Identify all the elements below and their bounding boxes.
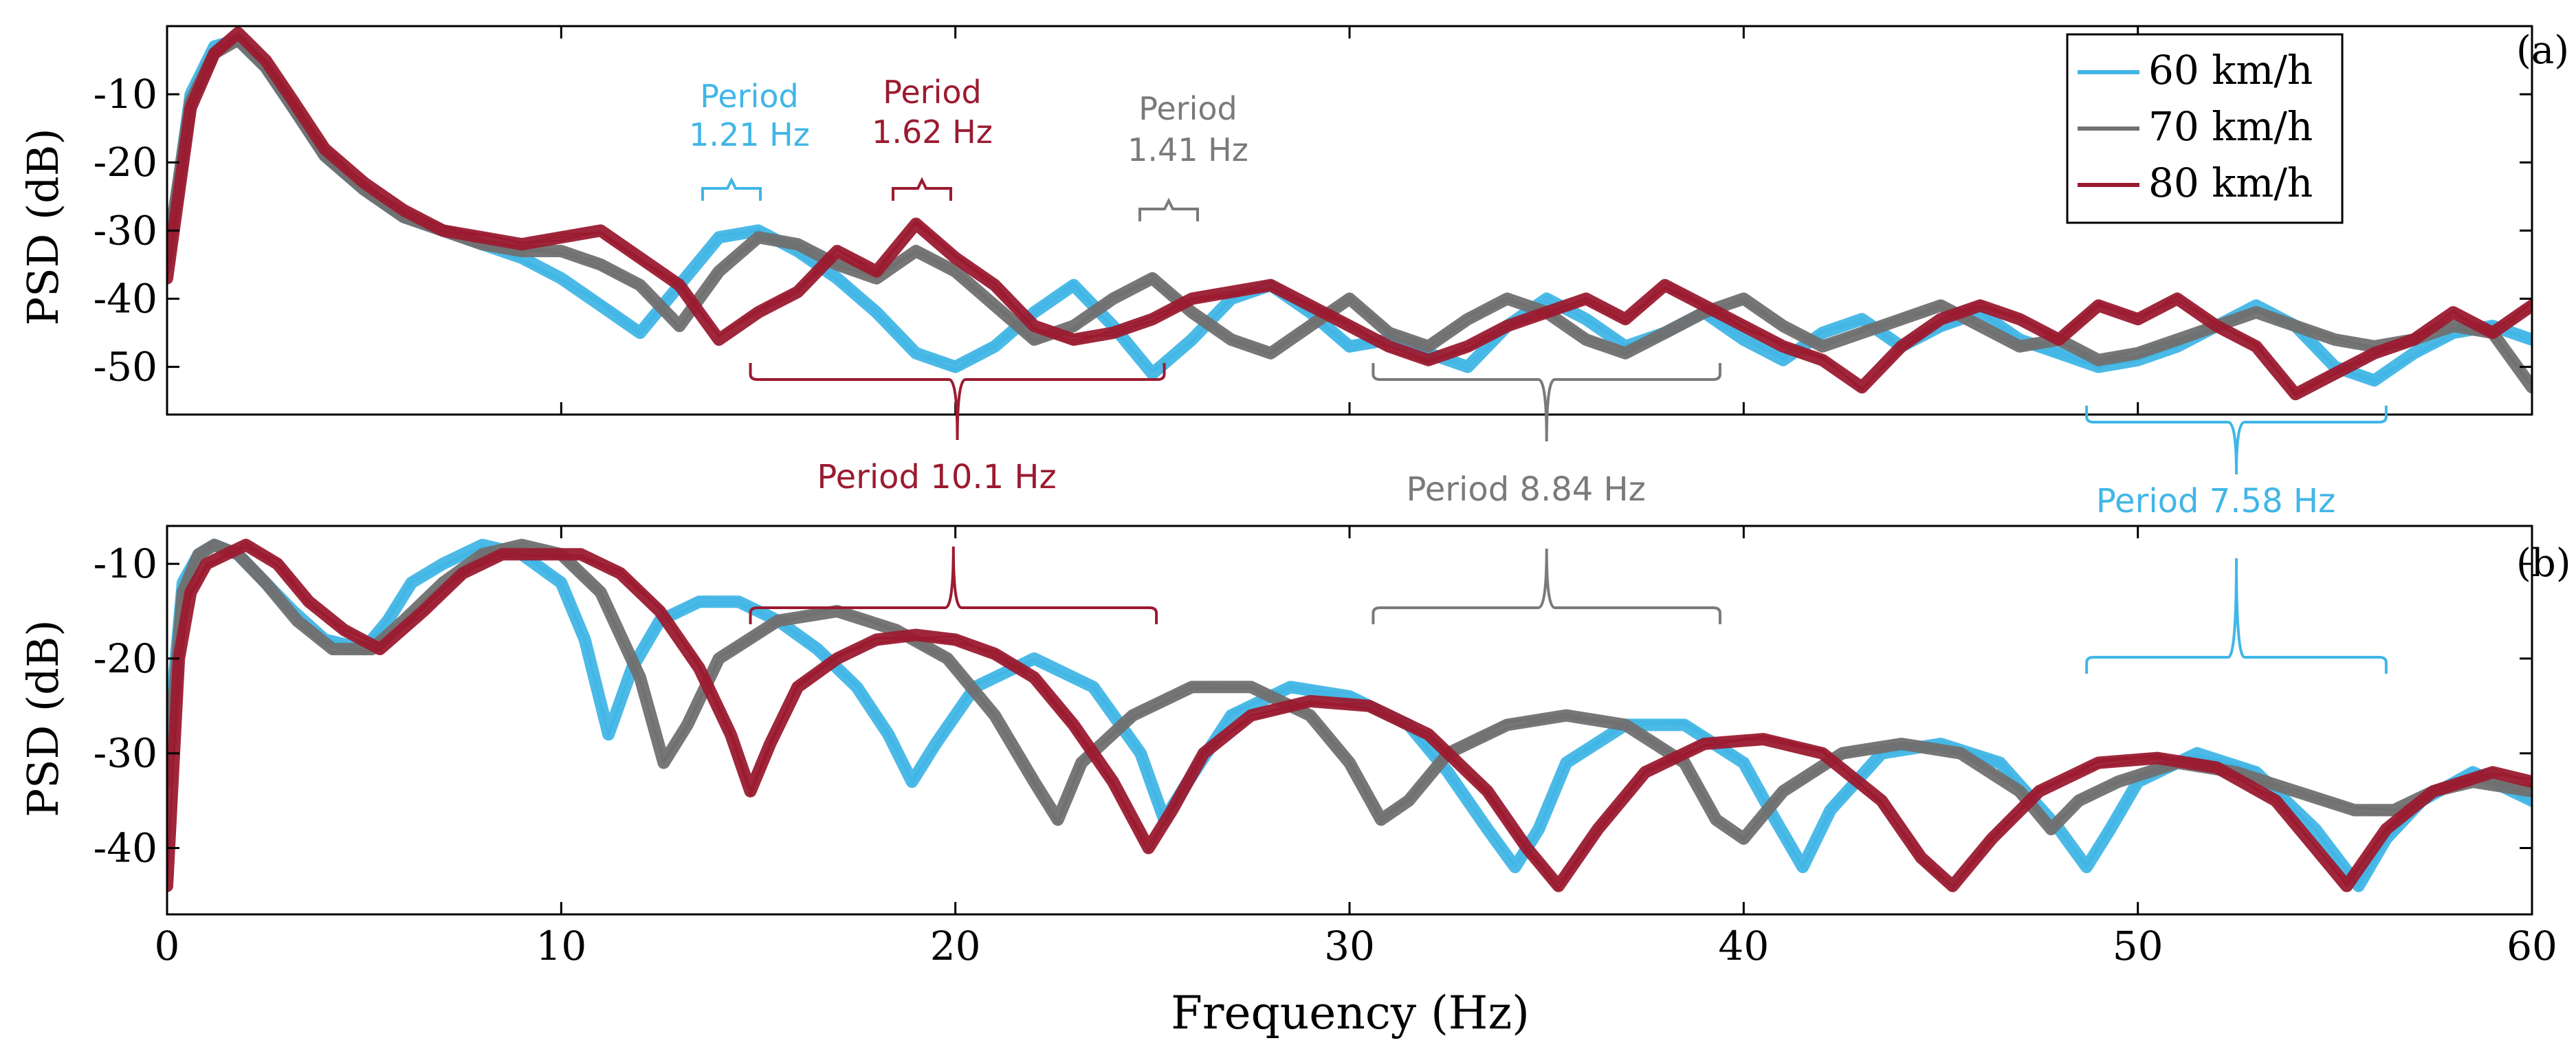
y-tick-label: -10 xyxy=(93,71,157,118)
panel-b: -10 -20 -30 -40 0 10 20 30 40 50 60 xyxy=(93,525,2557,969)
envelope-label-s60-value: 7.58 Hz xyxy=(2210,482,2335,520)
series-s60 xyxy=(167,538,2532,892)
series-trace-s60 xyxy=(167,540,2532,890)
series-group xyxy=(167,538,2532,892)
series-trace-s80 xyxy=(167,547,2532,890)
y-tick-label: -40 xyxy=(93,825,157,872)
y-tick-label: -30 xyxy=(93,207,157,254)
fine-period-bracket-s80 xyxy=(892,177,952,201)
panel-a: -10 -20 -30 -40 -50 xyxy=(93,25,2533,416)
envelope-brace-b-s80 xyxy=(749,546,1158,624)
y-tick-label: -20 xyxy=(93,635,157,682)
x-tick-label: 50 xyxy=(2113,923,2164,969)
x-tick-label: 30 xyxy=(1324,923,1375,969)
series-trace-s80 xyxy=(167,546,2532,890)
series-trace-s70 xyxy=(167,540,2532,840)
panel-b-label: (b) xyxy=(2516,541,2571,586)
series-trace-s70 xyxy=(167,545,2532,842)
envelope-label-s80-value: 10.1 Hz xyxy=(930,458,1056,496)
series-s80 xyxy=(167,26,2532,401)
envelope-label-s70-title: Period xyxy=(1406,470,1519,509)
legend-label-60: 60 km/h xyxy=(2148,47,2313,94)
x-tick-label: 60 xyxy=(2507,923,2557,969)
series-s80 xyxy=(167,538,2532,892)
panel-a-label: (a) xyxy=(2516,28,2569,73)
envelope-brace-b-s70 xyxy=(1372,548,1721,624)
fine-period-label-s80-value: 1.62 Hz xyxy=(872,113,993,151)
panel-b-ylabel: PSD (dB) xyxy=(18,619,68,817)
envelope-label-s80-title: Period xyxy=(817,458,930,496)
fine-period-label-s70-value: 1.41 Hz xyxy=(1127,131,1248,168)
fine-period-label-s60-title: Period xyxy=(700,78,798,115)
envelope-label-s60: Period 7.58 Hz xyxy=(2096,482,2335,520)
y-tick-label: -50 xyxy=(93,344,157,390)
series-trace-s80 xyxy=(167,540,2532,890)
series-group xyxy=(167,26,2532,401)
legend-label-80: 80 km/h xyxy=(2148,160,2313,206)
fine-period-bracket-s60 xyxy=(701,177,762,201)
x-axis-label: Frequency (Hz) xyxy=(1171,987,1530,1040)
envelope-label-s70-value: 8.84 Hz xyxy=(1519,470,1645,509)
y-tick-label: -20 xyxy=(93,139,157,186)
series-trace-s60 xyxy=(167,545,2532,888)
y-tick-label: -30 xyxy=(93,730,157,777)
series-trace-s80 xyxy=(167,36,2532,396)
series-trace-s80 xyxy=(167,543,2532,890)
envelope-label-s80: Period 10.1 Hz xyxy=(817,458,1056,496)
plot-frame xyxy=(166,525,2533,916)
series-s70 xyxy=(167,33,2532,394)
envelope-brace-a-s70 xyxy=(1372,363,1721,442)
series-trace-s80 xyxy=(167,35,2532,397)
envelope-brace-b-s60 xyxy=(2085,558,2388,674)
series-trace-s70 xyxy=(167,540,2532,839)
envelope-brace-a-s80 xyxy=(749,363,1166,441)
fine-period-label-s60-value: 1.21 Hz xyxy=(689,116,810,153)
series-band-s80 xyxy=(167,538,2532,892)
x-tick-label: 40 xyxy=(1718,923,1769,969)
panel-a-ylabel: PSD (dB) xyxy=(18,128,68,325)
legend-label-70: 70 km/h xyxy=(2148,103,2313,150)
legend: 60 km/h 70 km/h 80 km/h xyxy=(2066,33,2344,224)
x-tick-label: 20 xyxy=(930,923,981,969)
x-tick-label: 0 xyxy=(155,923,180,969)
series-trace-s70 xyxy=(167,41,2532,388)
y-tick-label: -40 xyxy=(93,275,157,322)
series-trace-s60 xyxy=(167,543,2532,888)
envelope-label-s60-title: Period xyxy=(2096,482,2210,520)
envelope-label-s70: Period 8.84 Hz xyxy=(1406,470,1645,509)
x-tick-label: 10 xyxy=(536,923,586,969)
series-trace-s60 xyxy=(167,542,2532,885)
y-tick-label: -10 xyxy=(93,540,157,587)
fine-period-label-s80-title: Period xyxy=(883,74,981,111)
fine-period-label-s70-title: Period xyxy=(1138,90,1237,127)
fine-period-bracket-s70 xyxy=(1138,197,1199,221)
series-band-s60 xyxy=(167,538,2532,892)
envelope-brace-a-s60 xyxy=(2085,406,2388,475)
